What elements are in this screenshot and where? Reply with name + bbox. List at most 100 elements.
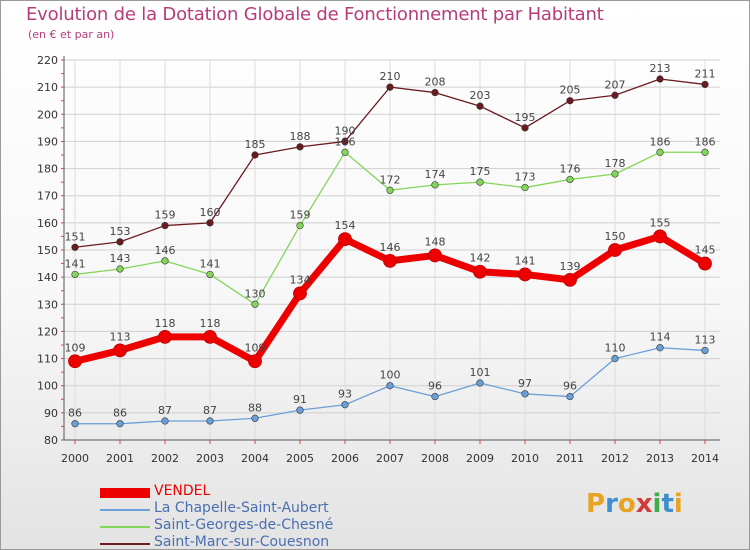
y-tick-label: 140 — [37, 271, 58, 284]
y-tick-label: 210 — [37, 81, 58, 94]
data-label-saint-georges-de-chesn-: 159 — [290, 209, 311, 222]
data-label-vendel: 113 — [110, 330, 131, 343]
data-label-saint-marc-sur-couesnon: 203 — [470, 89, 491, 102]
data-label-vendel: 146 — [380, 241, 401, 254]
data-label-vendel: 109 — [65, 341, 86, 354]
data-label-saint-marc-sur-couesnon: 160 — [200, 206, 221, 219]
data-point-saint-georges-de-chesn- — [116, 265, 124, 273]
data-label-saint-georges-de-chesn-: 143 — [110, 252, 131, 265]
data-label-vendel: 154 — [335, 219, 356, 232]
data-label-saint-georges-de-chesn-: 176 — [560, 162, 581, 175]
data-label-la-chapelle-saint-aubert: 113 — [695, 333, 716, 346]
legend-label: Saint-Marc-sur-Couesnon — [154, 534, 330, 550]
x-tick-label: 2001 — [106, 452, 134, 465]
x-tick-label: 2010 — [511, 452, 539, 465]
x-tick-label: 2002 — [151, 452, 179, 465]
data-point-la-chapelle-saint-aubert — [431, 392, 439, 401]
data-label-la-chapelle-saint-aubert: 86 — [113, 407, 127, 420]
logo-letter: x — [635, 489, 653, 519]
data-point-vendel — [698, 256, 712, 271]
data-label-saint-georges-de-chesn-: 186 — [650, 135, 671, 148]
data-label-saint-marc-sur-couesnon: 190 — [335, 124, 356, 137]
data-point-vendel — [158, 329, 172, 344]
data-point-la-chapelle-saint-aubert — [611, 354, 619, 363]
data-point-vendel — [473, 264, 487, 279]
x-tick-label: 2013 — [646, 452, 674, 465]
legend-item: VENDEL — [100, 483, 430, 499]
data-label-vendel: 141 — [515, 254, 536, 267]
data-point-saint-marc-sur-couesnon — [161, 221, 169, 230]
data-point-la-chapelle-saint-aubert — [341, 401, 349, 409]
y-tick-label: 150 — [37, 244, 58, 257]
data-point-saint-marc-sur-couesnon — [341, 137, 349, 146]
data-label-vendel: 118 — [155, 317, 176, 330]
chart-title: Evolution de la Dotation Globale de Fonc… — [26, 4, 604, 25]
data-label-saint-georges-de-chesn-: 172 — [380, 173, 401, 186]
data-label-vendel: 118 — [200, 317, 221, 330]
data-label-la-chapelle-saint-aubert: 101 — [470, 366, 491, 379]
y-tick-label: 180 — [37, 163, 58, 176]
data-point-vendel — [113, 343, 127, 358]
y-tick-label: 110 — [37, 353, 58, 366]
legend-swatch — [100, 526, 150, 528]
data-label-la-chapelle-saint-aubert: 96 — [428, 380, 442, 393]
x-tick-label: 2006 — [331, 452, 359, 465]
data-label-vendel: 142 — [470, 252, 491, 265]
data-label-la-chapelle-saint-aubert: 100 — [380, 369, 401, 382]
data-point-saint-georges-de-chesn- — [341, 148, 349, 156]
data-point-saint-marc-sur-couesnon — [566, 97, 574, 105]
y-tick-label: 220 — [37, 54, 58, 67]
data-label-saint-georges-de-chesn-: 146 — [155, 244, 176, 257]
data-point-vendel — [563, 272, 577, 287]
data-point-saint-marc-sur-couesnon — [476, 102, 484, 110]
x-tick-label: 2007 — [376, 452, 404, 465]
data-point-saint-georges-de-chesn- — [476, 178, 484, 186]
legend-swatch — [100, 509, 150, 511]
x-tick-label: 2000 — [61, 452, 89, 465]
legend-label: VENDEL — [154, 483, 211, 499]
legend-label: La Chapelle-Saint-Aubert — [154, 500, 329, 516]
data-label-la-chapelle-saint-aubert: 87 — [158, 404, 172, 417]
data-point-saint-georges-de-chesn- — [296, 221, 304, 230]
y-tick-label: 80 — [44, 434, 58, 447]
data-point-vendel — [248, 354, 262, 369]
data-point-saint-marc-sur-couesnon — [296, 143, 304, 151]
data-label-vendel: 139 — [560, 260, 581, 273]
data-point-la-chapelle-saint-aubert — [521, 390, 529, 398]
data-point-saint-marc-sur-couesnon — [431, 88, 439, 97]
chart-subtitle: (en € et par an) — [28, 28, 115, 41]
data-point-saint-marc-sur-couesnon — [611, 91, 619, 99]
data-label-saint-marc-sur-couesnon: 188 — [290, 130, 311, 143]
x-tick-label: 2012 — [601, 452, 629, 465]
data-label-vendel: 155 — [650, 216, 671, 229]
data-label-la-chapelle-saint-aubert: 86 — [68, 407, 82, 420]
data-label-la-chapelle-saint-aubert: 88 — [248, 401, 262, 414]
x-tick-label: 2008 — [421, 452, 449, 465]
data-point-saint-georges-de-chesn- — [701, 148, 709, 156]
x-tick-label: 2005 — [286, 452, 314, 465]
data-point-saint-georges-de-chesn- — [521, 183, 529, 192]
x-tick-label: 2004 — [241, 452, 269, 465]
data-point-saint-georges-de-chesn- — [566, 175, 574, 184]
logo-letter: i — [673, 489, 683, 519]
data-label-saint-marc-sur-couesnon: 208 — [425, 76, 446, 89]
y-tick-label: 170 — [37, 190, 58, 203]
data-point-vendel — [608, 243, 622, 257]
data-point-saint-marc-sur-couesnon — [656, 75, 664, 83]
data-label-saint-georges-de-chesn-: 175 — [470, 165, 491, 178]
data-label-la-chapelle-saint-aubert: 87 — [203, 404, 217, 417]
data-point-saint-marc-sur-couesnon — [521, 124, 529, 132]
data-label-vendel: 148 — [425, 235, 446, 248]
data-label-vendel: 134 — [290, 273, 311, 286]
data-label-saint-georges-de-chesn-: 186 — [695, 135, 716, 148]
data-label-saint-georges-de-chesn-: 178 — [605, 157, 626, 170]
data-label-la-chapelle-saint-aubert: 97 — [518, 377, 532, 390]
data-label-saint-marc-sur-couesnon: 195 — [515, 111, 536, 124]
data-point-la-chapelle-saint-aubert — [206, 417, 214, 425]
data-point-saint-georges-de-chesn- — [206, 270, 214, 279]
data-point-saint-georges-de-chesn- — [251, 300, 259, 308]
data-point-vendel — [653, 229, 667, 244]
y-tick-label: 200 — [37, 108, 58, 121]
data-point-saint-marc-sur-couesnon — [116, 238, 124, 246]
data-label-saint-marc-sur-couesnon: 207 — [605, 78, 626, 91]
